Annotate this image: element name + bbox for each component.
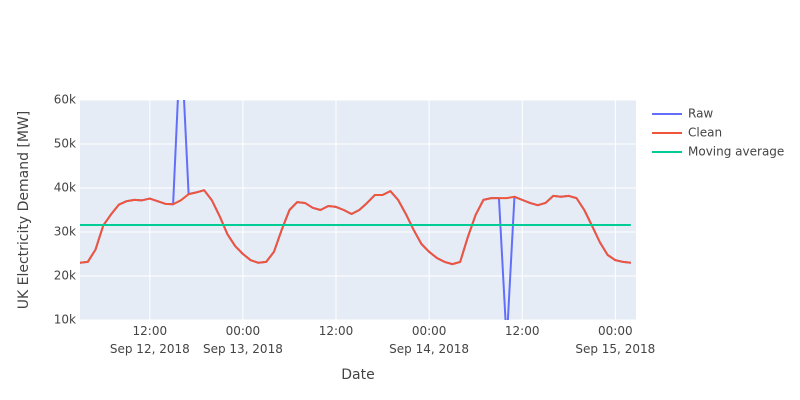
y-tick-label: 50k [54,137,76,151]
plot-lines [80,100,631,320]
y-tick-label: 20k [54,269,76,283]
y-tick-label: 40k [54,181,76,195]
legend-label: Raw [688,107,713,121]
x-tick-label: 12:00 [318,324,354,338]
x-axis-title: Date [341,367,374,383]
legend-label: Clean [688,126,722,140]
y-tick-label: 30k [54,225,76,239]
x-tick-label: 00:00 Sep 14, 2018 [389,324,470,356]
x-tick-label: 00:00 Sep 13, 2018 [202,324,283,356]
series-line [80,189,631,266]
legend-label: Moving average [688,145,784,159]
x-tick-label: 12:00 Sep 12, 2018 [109,324,190,356]
y-tick-label: 60k [54,93,76,107]
y-axis-title: UK Electricity Demand [MW] [16,111,32,310]
x-tick-label: 00:00 Sep 15, 2018 [575,324,656,356]
y-tick-label: 10k [54,313,76,327]
x-tick-label: 12:00 [504,324,540,338]
